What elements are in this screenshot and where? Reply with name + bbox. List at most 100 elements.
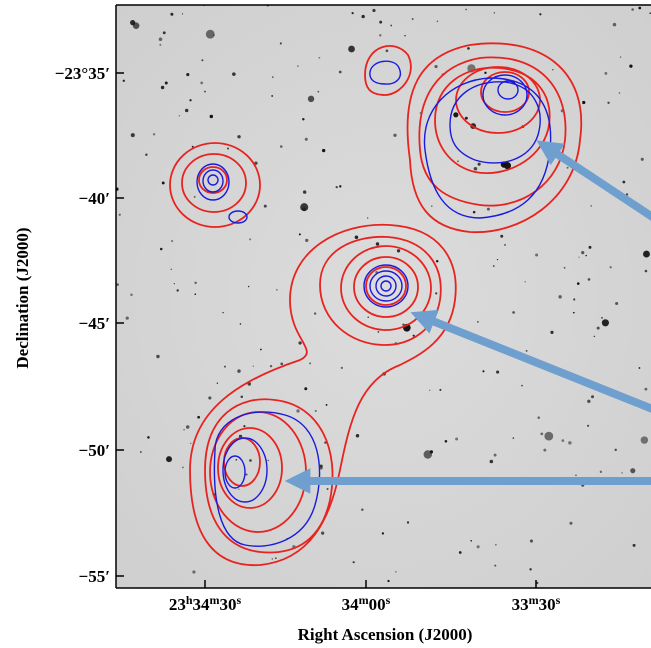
star bbox=[210, 115, 213, 118]
star bbox=[213, 35, 215, 37]
star bbox=[131, 133, 135, 137]
star bbox=[412, 18, 414, 20]
star bbox=[539, 13, 541, 15]
star bbox=[161, 86, 164, 89]
star bbox=[439, 389, 441, 391]
star bbox=[487, 208, 490, 211]
star bbox=[355, 235, 359, 239]
star bbox=[552, 69, 553, 70]
star bbox=[249, 459, 252, 462]
star bbox=[404, 35, 406, 37]
star bbox=[379, 21, 382, 24]
star bbox=[367, 217, 368, 218]
star bbox=[264, 205, 267, 208]
star bbox=[393, 134, 396, 137]
star bbox=[581, 251, 584, 254]
star bbox=[297, 65, 299, 67]
star bbox=[567, 167, 569, 169]
star bbox=[119, 214, 121, 216]
sky-image bbox=[115, 4, 651, 588]
star bbox=[613, 23, 617, 27]
star bbox=[569, 522, 572, 525]
star bbox=[317, 91, 319, 93]
star bbox=[339, 185, 341, 187]
star bbox=[497, 259, 498, 260]
star bbox=[513, 437, 515, 439]
star bbox=[526, 350, 528, 352]
star bbox=[619, 92, 621, 94]
star bbox=[126, 317, 129, 320]
star bbox=[633, 544, 636, 547]
star bbox=[578, 257, 579, 258]
star bbox=[296, 409, 299, 412]
star bbox=[620, 56, 621, 57]
star bbox=[163, 31, 166, 34]
star bbox=[459, 551, 462, 554]
star bbox=[429, 390, 430, 391]
star bbox=[524, 281, 525, 282]
star bbox=[280, 362, 283, 365]
star bbox=[577, 282, 580, 285]
star bbox=[587, 400, 590, 403]
star bbox=[336, 186, 338, 188]
star bbox=[413, 335, 415, 337]
star bbox=[123, 80, 125, 82]
star bbox=[227, 148, 229, 150]
star bbox=[376, 242, 379, 245]
star bbox=[496, 371, 499, 374]
star bbox=[562, 439, 565, 442]
star bbox=[367, 317, 368, 318]
star bbox=[194, 293, 196, 295]
star bbox=[305, 138, 308, 141]
star bbox=[590, 205, 592, 207]
x-tick-label: 34m00s bbox=[342, 593, 391, 614]
number: 34 bbox=[342, 595, 360, 614]
star bbox=[500, 235, 503, 238]
star bbox=[171, 240, 173, 242]
number: 33 bbox=[512, 595, 529, 614]
star bbox=[303, 190, 306, 193]
star bbox=[200, 81, 203, 84]
star bbox=[194, 282, 196, 284]
star bbox=[395, 571, 396, 572]
star bbox=[643, 251, 650, 258]
star bbox=[436, 260, 438, 262]
star bbox=[272, 558, 273, 559]
star bbox=[467, 47, 470, 50]
star bbox=[280, 42, 282, 44]
star bbox=[275, 557, 277, 559]
star bbox=[465, 9, 467, 11]
star bbox=[253, 366, 254, 367]
star bbox=[222, 312, 223, 313]
x-tick-label: 33m30s bbox=[512, 593, 561, 614]
unit: m bbox=[210, 593, 220, 607]
star bbox=[550, 331, 553, 334]
star bbox=[208, 396, 211, 399]
star bbox=[600, 471, 602, 473]
star bbox=[189, 99, 191, 101]
star bbox=[604, 72, 607, 75]
star bbox=[575, 475, 576, 476]
star bbox=[430, 450, 433, 453]
star bbox=[614, 449, 616, 451]
star bbox=[174, 283, 175, 284]
star bbox=[582, 101, 585, 104]
star bbox=[477, 545, 480, 548]
star bbox=[248, 286, 249, 287]
number: 30 bbox=[220, 595, 237, 614]
star bbox=[240, 395, 243, 398]
number: 30 bbox=[539, 595, 556, 614]
star bbox=[156, 355, 159, 358]
unit: s bbox=[237, 593, 242, 607]
star bbox=[482, 370, 484, 372]
star bbox=[644, 388, 647, 391]
star bbox=[477, 321, 479, 323]
star bbox=[243, 425, 245, 427]
star bbox=[521, 385, 523, 387]
star bbox=[540, 432, 543, 435]
star bbox=[304, 387, 307, 390]
star bbox=[183, 429, 184, 430]
star bbox=[372, 9, 375, 12]
star bbox=[474, 167, 478, 171]
star bbox=[490, 460, 494, 464]
